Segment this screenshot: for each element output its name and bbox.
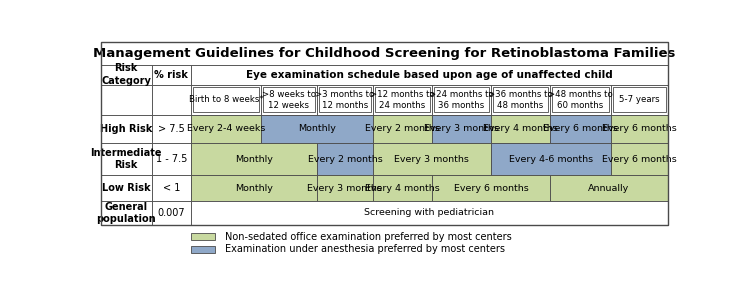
Bar [432,85,491,115]
Text: >3 months to
12 months: >3 months to 12 months [315,90,374,110]
Text: Every 3 months: Every 3 months [424,124,499,133]
Text: Birth to 8 weeks*: Birth to 8 weeks* [188,95,263,104]
Bar [263,87,315,112]
Text: >24 months to
36 months: >24 months to 36 months [429,90,494,110]
Bar [434,87,489,112]
Bar [152,176,190,201]
Text: Monthly: Monthly [235,155,273,164]
Text: Every 6 months: Every 6 months [602,124,676,133]
Bar [317,176,373,201]
Text: Intermediate
Risk: Intermediate Risk [91,148,162,170]
Text: Eye examination schedule based upon age of unaffected child: Eye examination schedule based upon age … [246,70,613,80]
Bar [100,176,152,201]
Bar [152,65,190,85]
Bar [491,85,550,115]
Bar [610,115,668,143]
Bar [373,143,491,176]
Text: 5-7 years: 5-7 years [620,95,660,104]
Bar [432,176,550,201]
Text: Every 4 months: Every 4 months [483,124,558,133]
Text: >48 months to
60 months: >48 months to 60 months [548,90,613,110]
Text: Annually: Annually [588,184,629,193]
Text: Every 4 months: Every 4 months [365,184,440,193]
Text: Screening with pediatrician: Screening with pediatrician [364,208,494,217]
Bar [100,42,668,225]
Bar [100,42,668,65]
Bar [317,143,373,176]
Bar [100,65,152,85]
Bar [190,233,215,240]
Bar [493,87,548,112]
Bar [190,176,317,201]
Bar [261,115,373,143]
Bar [152,201,190,225]
Bar [190,115,261,143]
Text: Every 3 months: Every 3 months [394,155,470,164]
Bar [373,85,432,115]
Text: Monthly: Monthly [298,124,336,133]
Bar [190,65,668,85]
Text: Non-sedated office examination preferred by most centers: Non-sedated office examination preferred… [224,232,512,242]
Bar [432,115,491,143]
Bar [550,176,668,201]
Text: >36 months to
48 months: >36 months to 48 months [488,90,553,110]
Bar [373,176,432,201]
Bar [613,87,666,112]
Bar [319,87,370,112]
Text: Every 2 months: Every 2 months [308,155,382,164]
Bar [261,85,317,115]
Text: Every 2 months: Every 2 months [365,124,440,133]
Bar [375,87,430,112]
Text: % risk: % risk [154,70,188,80]
Bar [190,85,261,115]
Text: Management Guidelines for Childhood Screening for Retinoblastoma Families: Management Guidelines for Childhood Scre… [93,47,676,60]
Text: < 1: < 1 [163,183,180,193]
Text: Every 6 months: Every 6 months [543,124,618,133]
Text: Every 6 months: Every 6 months [602,155,676,164]
Bar [550,85,610,115]
Bar [152,143,190,176]
Text: 1 - 7.5: 1 - 7.5 [155,154,187,164]
Bar [190,143,317,176]
Bar [552,87,609,112]
Bar [610,143,668,176]
Text: >12 months to
24 months: >12 months to 24 months [370,90,435,110]
Bar [100,85,152,115]
Bar [491,115,550,143]
Bar [152,85,190,115]
Text: Every 4-6 months: Every 4-6 months [509,155,593,164]
Text: 0.007: 0.007 [158,208,185,218]
Text: Every 6 months: Every 6 months [454,184,528,193]
Text: Every 3 months: Every 3 months [308,184,382,193]
Bar [152,115,190,143]
Text: General
population: General population [97,202,156,224]
Bar [100,201,152,225]
Text: > 7.5: > 7.5 [158,124,184,134]
Bar [491,143,610,176]
Bar [100,143,152,176]
Text: High Risk: High Risk [100,124,152,134]
Bar [317,85,373,115]
Bar [550,115,610,143]
Bar [190,246,215,253]
Bar [373,115,432,143]
Bar [190,201,668,225]
Bar [193,87,259,112]
Text: >8 weeks to
12 weeks: >8 weeks to 12 weeks [262,90,316,110]
Text: Risk
Category: Risk Category [101,63,152,86]
Text: Examination under anesthesia preferred by most centers: Examination under anesthesia preferred b… [224,245,505,254]
Bar [610,85,668,115]
Text: Every 2-4 weeks: Every 2-4 weeks [187,124,265,133]
Text: Monthly: Monthly [235,184,273,193]
Text: Low Risk: Low Risk [102,183,151,193]
Bar [100,115,152,143]
